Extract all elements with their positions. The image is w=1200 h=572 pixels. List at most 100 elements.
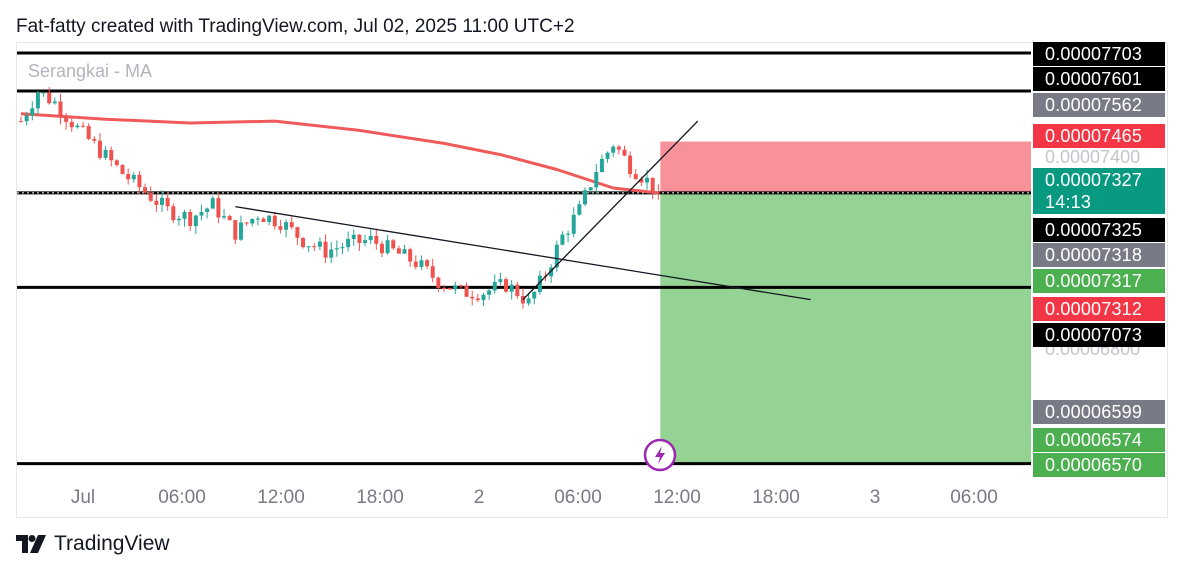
candle-body[interactable]	[295, 227, 300, 238]
candle-body[interactable]	[165, 197, 170, 207]
candle-body[interactable]	[41, 92, 46, 94]
candle-body[interactable]	[222, 216, 227, 218]
candle-body[interactable]	[171, 206, 176, 221]
candle-body[interactable]	[193, 215, 198, 227]
candle-body[interactable]	[346, 239, 351, 248]
candle-body[interactable]	[385, 240, 390, 254]
candle-body[interactable]	[487, 290, 492, 295]
candle-body[interactable]	[611, 146, 616, 153]
candle-body[interactable]	[114, 160, 119, 166]
candle-body[interactable]	[532, 291, 537, 299]
candle-body[interactable]	[52, 101, 57, 104]
candle-body[interactable]	[633, 174, 638, 179]
candle-body[interactable]	[30, 108, 35, 116]
candle-body[interactable]	[396, 248, 401, 254]
candle-body[interactable]	[526, 298, 531, 304]
footer-brand[interactable]: TradingView	[54, 532, 170, 555]
candle-body[interactable]	[109, 150, 114, 161]
trendline[interactable]	[235, 206, 811, 301]
candle-body[interactable]	[464, 285, 469, 297]
candle-body[interactable]	[481, 294, 486, 301]
candle-body[interactable]	[160, 197, 164, 205]
candle-body[interactable]	[453, 285, 458, 290]
candle-body[interactable]	[75, 125, 80, 128]
candle-body[interactable]	[583, 190, 587, 205]
candle-body[interactable]	[35, 92, 40, 109]
candle-body[interactable]	[475, 298, 480, 301]
candle-body[interactable]	[554, 244, 559, 268]
candle-body[interactable]	[199, 212, 204, 216]
candle-body[interactable]	[205, 208, 210, 213]
candle-body[interactable]	[238, 222, 243, 240]
candle-body[interactable]	[306, 246, 311, 248]
candle-body[interactable]	[628, 155, 633, 175]
candle-body[interactable]	[357, 234, 362, 243]
candle-body[interactable]	[233, 220, 238, 240]
candle-body[interactable]	[340, 247, 345, 249]
candle-body[interactable]	[419, 260, 424, 267]
candle-body[interactable]	[470, 296, 475, 299]
candle-body[interactable]	[329, 249, 334, 258]
candle-body[interactable]	[458, 285, 463, 287]
candle-body[interactable]	[216, 198, 221, 218]
trendline[interactable]	[522, 120, 699, 301]
candle-body[interactable]	[69, 121, 74, 128]
candle-body[interactable]	[616, 146, 621, 150]
candle-body[interactable]	[148, 192, 153, 201]
candle-body[interactable]	[368, 235, 373, 241]
candle-body[interactable]	[278, 226, 283, 230]
candle-body[interactable]	[64, 116, 69, 122]
candle-body[interactable]	[131, 174, 136, 180]
candle-body[interactable]	[47, 92, 52, 104]
candle-body[interactable]	[442, 287, 446, 289]
candle-body[interactable]	[86, 125, 91, 139]
candle-body[interactable]	[272, 215, 277, 227]
candle-body[interactable]	[408, 249, 413, 262]
candle-body[interactable]	[639, 178, 644, 183]
candle-body[interactable]	[126, 174, 131, 180]
candle-body[interactable]	[577, 204, 582, 215]
candle-body[interactable]	[515, 284, 520, 296]
candle-body[interactable]	[289, 222, 294, 228]
candle-body[interactable]	[227, 216, 232, 221]
indicator-legend[interactable]: Serangkai - MA	[28, 61, 152, 81]
candle-body[interactable]	[588, 187, 593, 191]
candle-body[interactable]	[402, 249, 407, 254]
candle-body[interactable]	[92, 138, 97, 141]
candle-body[interactable]	[244, 222, 249, 224]
candle-body[interactable]	[19, 121, 23, 123]
ma-line[interactable]	[20, 112, 659, 195]
candle-body[interactable]	[188, 211, 193, 227]
candle-body[interactable]	[250, 218, 255, 224]
take-profit-zone[interactable]	[660, 192, 1031, 464]
candle-body[interactable]	[374, 235, 379, 244]
candle-body[interactable]	[436, 277, 441, 288]
candle-body[interactable]	[97, 140, 102, 158]
candle-body[interactable]	[261, 218, 266, 223]
candle-body[interactable]	[210, 198, 215, 209]
candle-body[interactable]	[301, 237, 305, 248]
candle-body[interactable]	[571, 214, 576, 234]
candle-body[interactable]	[645, 177, 650, 183]
candle-body[interactable]	[143, 187, 148, 193]
candle-body[interactable]	[560, 234, 565, 245]
candle-body[interactable]	[323, 241, 328, 258]
candle-body[interactable]	[622, 149, 627, 156]
candle-body[interactable]	[182, 211, 187, 219]
candle-body[interactable]	[504, 279, 509, 292]
stop-loss-zone[interactable]	[660, 141, 1031, 193]
candle-body[interactable]	[58, 101, 63, 117]
candle-body[interactable]	[81, 125, 86, 127]
candle-body[interactable]	[520, 295, 525, 304]
candle-body[interactable]	[656, 192, 661, 194]
candle-body[interactable]	[509, 284, 514, 292]
candle-body[interactable]	[284, 222, 289, 230]
candle-body[interactable]	[430, 266, 435, 278]
candle-body[interactable]	[391, 240, 396, 249]
candle-body[interactable]	[599, 158, 604, 173]
candle-body[interactable]	[137, 174, 142, 188]
candle-body[interactable]	[120, 165, 125, 175]
candle-body[interactable]	[351, 234, 356, 240]
candle-body[interactable]	[176, 218, 181, 221]
